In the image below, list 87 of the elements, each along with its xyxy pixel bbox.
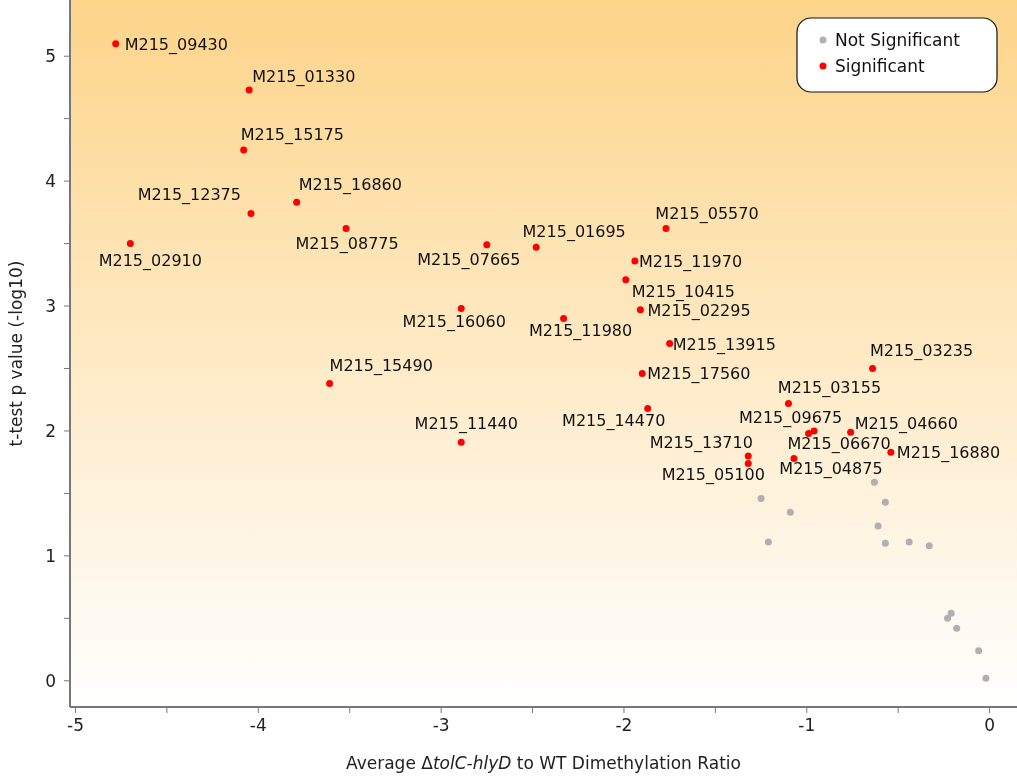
annotation: M215_13915 (672, 334, 776, 355)
point (342, 225, 350, 233)
point (784, 399, 792, 407)
y-axis-title: t-test p value (-log10) (6, 260, 26, 447)
point (847, 428, 855, 436)
point (631, 257, 639, 265)
point (810, 427, 818, 435)
point (744, 452, 752, 460)
y-tick-label: 4 (45, 171, 56, 192)
annotation: M215_10415 (631, 281, 736, 302)
point (764, 538, 772, 546)
point (881, 539, 889, 547)
x-tick-label: -2 (615, 715, 633, 735)
legend-label: Not Significant (835, 30, 961, 50)
annotation: M215_16860 (298, 175, 402, 196)
point (532, 243, 540, 251)
point (881, 498, 889, 506)
annotation: M215_12375 (137, 184, 241, 205)
annotation: M215_11980 (528, 320, 633, 341)
annotation: M215_02295 (647, 300, 751, 321)
y-tick-label: 1 (45, 545, 56, 566)
point (925, 542, 933, 550)
annotation: M215_04660 (854, 414, 958, 435)
x-axis-title: Average ΔtolC-hlyD to WT Dimethylation Ratio (346, 753, 741, 773)
point (326, 379, 334, 387)
point (293, 198, 301, 206)
annotation: M215_14470 (562, 411, 666, 432)
annotation: M215_16880 (896, 443, 1001, 464)
x-tick-label: -5 (67, 715, 84, 735)
point (953, 624, 961, 632)
point (662, 225, 670, 233)
annotation: M215_13710 (649, 432, 753, 453)
point (636, 306, 644, 314)
annotation: M215_05100 (661, 465, 765, 486)
point (457, 305, 465, 313)
annotation: M215_17560 (647, 364, 751, 385)
x-tick-label: -4 (249, 715, 267, 735)
point (638, 369, 646, 377)
point (483, 241, 491, 249)
y-tick-label: 2 (45, 420, 56, 441)
point (560, 315, 568, 323)
annotation: M215_03235 (869, 341, 974, 362)
point (457, 438, 465, 446)
y-tick-label: 5 (45, 46, 56, 67)
annotation: M215_09675 (738, 408, 843, 429)
point (666, 340, 674, 348)
annotation: M215_11970 (638, 252, 743, 273)
point (126, 240, 134, 248)
point (870, 478, 878, 486)
point (982, 674, 990, 682)
annotation: M215_02910 (98, 250, 202, 271)
point (245, 86, 253, 94)
annotation: M215_15175 (240, 124, 344, 145)
point (786, 508, 794, 516)
x-tick-label: 0 (984, 715, 995, 735)
annotation: M215_09430 (124, 34, 228, 55)
annotation: M215_01695 (522, 222, 626, 243)
legend-label: Significant (835, 56, 926, 76)
annotation: M215_01330 (252, 66, 356, 87)
y-tick-label: 0 (45, 670, 56, 691)
annotation: M215_03155 (777, 378, 882, 399)
annotation: M215_04875 (779, 459, 883, 480)
point (757, 494, 765, 502)
annotation: M215_06670 (787, 433, 891, 454)
point (112, 40, 120, 48)
point (622, 276, 630, 284)
y-tick-label: 3 (45, 296, 56, 317)
point (240, 146, 248, 154)
point (744, 459, 752, 467)
annotation: M215_16060 (402, 311, 506, 332)
annotation: M215_07665 (417, 249, 521, 270)
point (790, 454, 798, 462)
point (947, 609, 955, 617)
annotation: M215_11440 (414, 414, 518, 435)
annotation: M215_08775 (295, 233, 399, 254)
point (247, 210, 255, 218)
x-tick-label: -1 (798, 715, 816, 735)
annotation: M215_05570 (655, 203, 759, 224)
point (944, 614, 952, 622)
x-tick-label: -3 (432, 715, 450, 735)
point (874, 522, 882, 530)
point (644, 404, 652, 412)
point (975, 647, 983, 655)
point (805, 429, 813, 437)
point (905, 538, 913, 546)
point (869, 364, 877, 372)
annotation: M215_15490 (329, 356, 433, 377)
